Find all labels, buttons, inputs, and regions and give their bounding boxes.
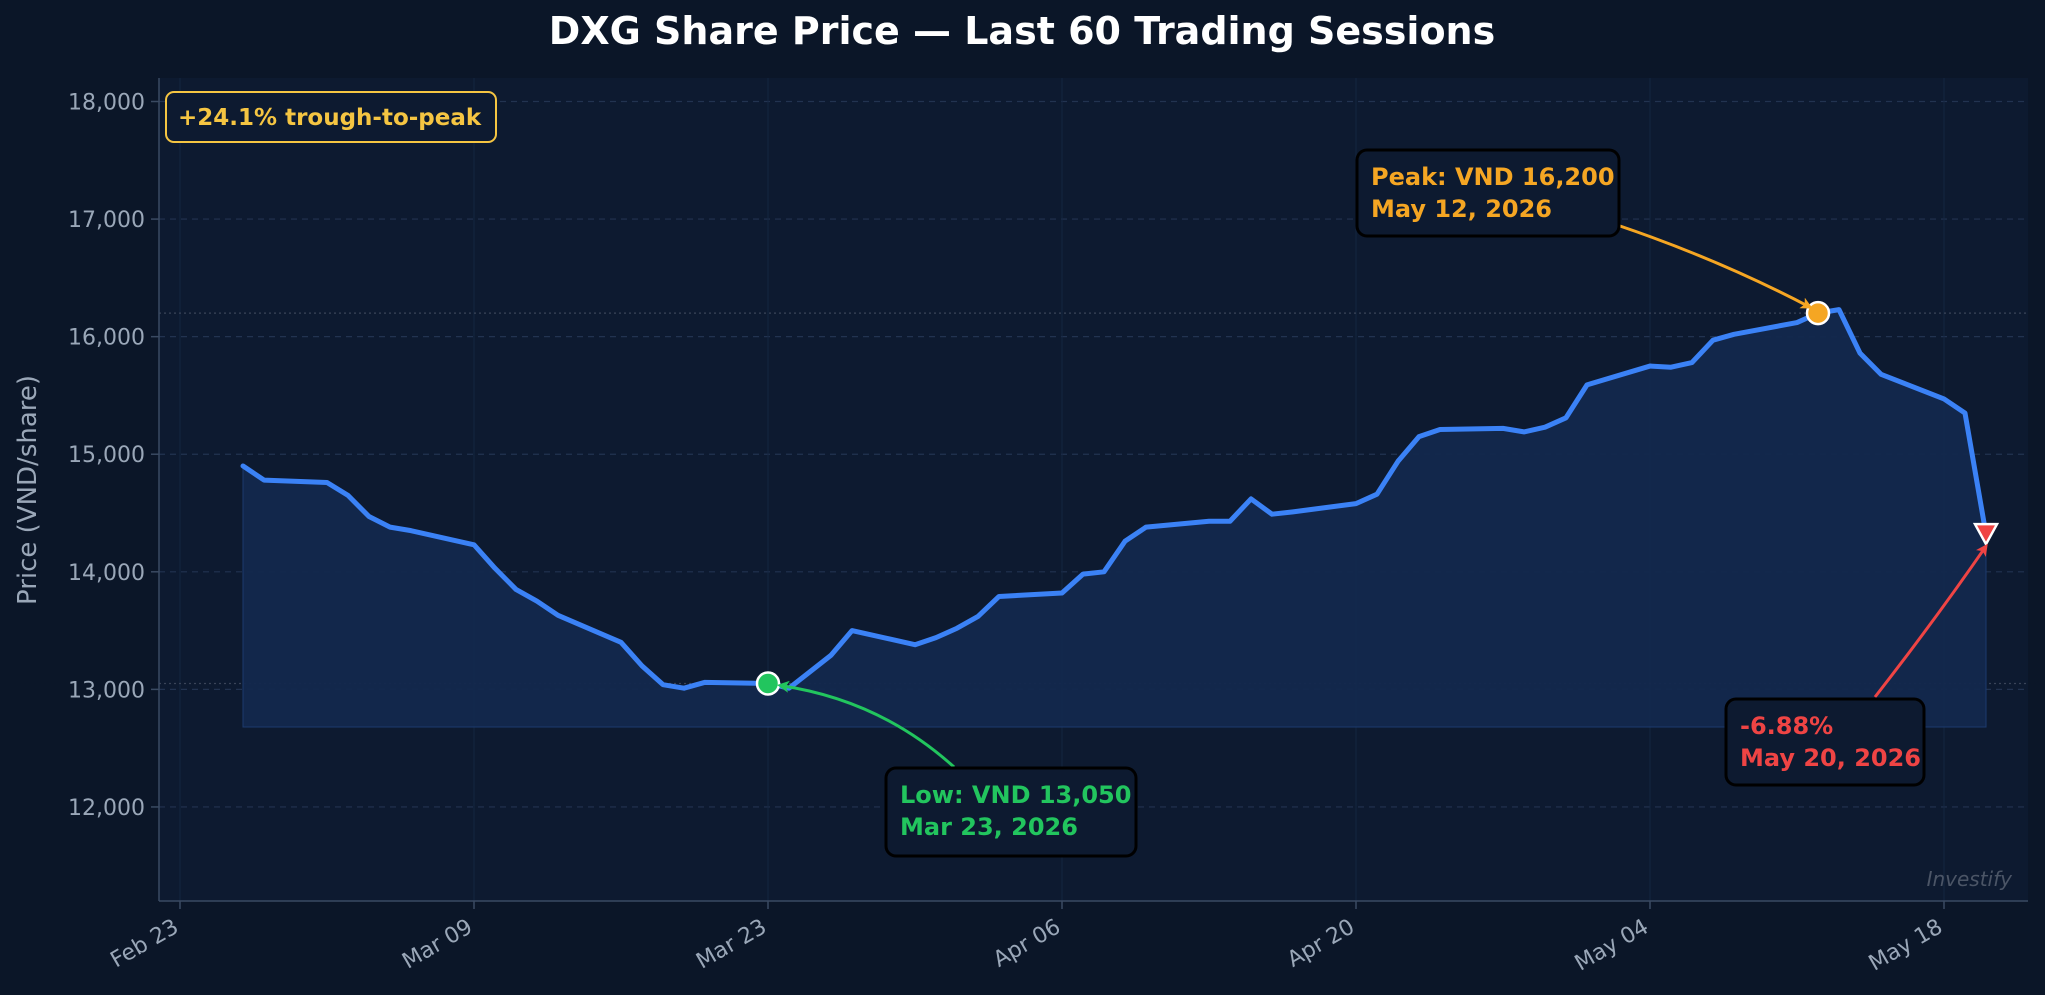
peak-arrow xyxy=(1619,224,1813,309)
y-tick-label: 14,000 xyxy=(68,561,145,586)
y-tick-label: 17,000 xyxy=(68,208,145,233)
y-axis-label: Price (VND/share) xyxy=(13,375,43,605)
peak-marker xyxy=(1805,300,1831,326)
low-label-line1: Low: VND 13,050 xyxy=(900,781,1131,809)
x-tick-label: Apr 20 xyxy=(1283,915,1359,973)
low-arrow xyxy=(777,680,956,769)
y-tick-label: 16,000 xyxy=(68,326,145,351)
y-ticks: 12,000 13,000 14,000 15,000 16,000 17,000 18,0… xyxy=(68,91,159,821)
x-ticks: Feb 23 Mar 09 Mar 23 Apr 06 Apr 20 May 04 May … xyxy=(106,901,1947,976)
axes xyxy=(158,78,2028,902)
watermark: Investify xyxy=(1927,867,2014,891)
last-date-label: May 20, 2026 xyxy=(1740,744,1921,772)
low-label-line2: Mar 23, 2026 xyxy=(900,813,1078,841)
last-day-arrow xyxy=(1873,543,1988,698)
low-marker xyxy=(755,671,781,696)
y-tick-label: 12,000 xyxy=(68,796,145,821)
markers xyxy=(755,300,2000,696)
peak-label-line1: Peak: VND 16,200 xyxy=(1371,163,1615,191)
annotation-arrows xyxy=(777,224,1988,769)
x-tick-label: Feb 23 xyxy=(106,915,183,974)
last-day-marker xyxy=(1972,522,2000,547)
price-line xyxy=(240,307,1989,691)
last-change-label: -6.88% xyxy=(1740,712,1833,740)
x-tick-label: May 04 xyxy=(1571,915,1653,977)
badge-text: +24.1% trough-to-peak xyxy=(178,105,482,131)
trough-to-peak-badge: +24.1% trough-to-peak xyxy=(165,91,497,143)
series-line xyxy=(240,307,1989,691)
y-tick-label: 15,000 xyxy=(68,443,145,468)
last-day-annotation: -6.88% May 20, 2026 xyxy=(1724,697,1926,787)
x-tick-label: Mar 23 xyxy=(692,915,771,975)
x-tick-label: May 18 xyxy=(1865,915,1947,977)
y-tick-label: 13,000 xyxy=(68,678,145,703)
x-tick-label: Mar 09 xyxy=(398,915,477,975)
x-tick-label: Apr 06 xyxy=(989,915,1065,973)
low-annotation: Low: VND 13,050 Mar 23, 2026 xyxy=(884,766,1138,858)
y-tick-label: 18,000 xyxy=(68,91,145,116)
peak-label-line2: May 12, 2026 xyxy=(1371,195,1552,223)
peak-annotation: Peak: VND 16,200 May 12, 2026 xyxy=(1355,148,1621,238)
chart-title: DXG Share Price — Last 60 Trading Sessio… xyxy=(549,9,1495,53)
